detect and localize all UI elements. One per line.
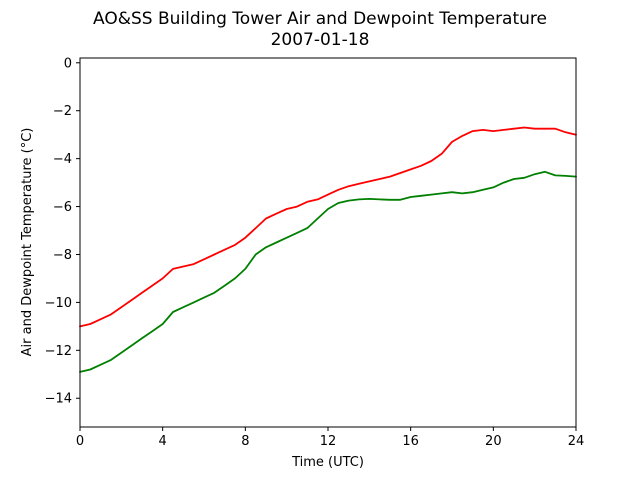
ticks-layer: 0 4 8 12 16 20 24 0 −2 −4 −6 −8 −10 −12 −14 bbox=[45, 56, 585, 449]
plot-frame bbox=[79, 57, 577, 428]
y-tick-label: −8 bbox=[53, 248, 72, 263]
x-axis-label: Time (UTC) bbox=[291, 455, 364, 470]
x-tick-label: 12 bbox=[320, 434, 337, 449]
chart-title: AO&SS Building Tower Air and Dewpoint Te… bbox=[93, 9, 547, 29]
x-tick-label: 20 bbox=[485, 434, 502, 449]
series-line-1 bbox=[79, 126, 577, 328]
x-tick-label: 4 bbox=[159, 434, 167, 449]
y-axis-label: Air and Dewpoint Temperature (°C) bbox=[20, 128, 35, 357]
y-tick-label: 0 bbox=[64, 56, 72, 71]
series-line-2 bbox=[79, 170, 577, 373]
y-tick-label: −14 bbox=[45, 392, 72, 407]
x-tick-label: 8 bbox=[241, 434, 249, 449]
x-tick-label: 16 bbox=[402, 434, 419, 449]
y-tick-label: −2 bbox=[53, 104, 72, 119]
y-tick-label: −6 bbox=[53, 200, 72, 215]
y-tick-label: −10 bbox=[45, 296, 72, 311]
x-tick-label: 0 bbox=[76, 434, 84, 449]
x-tick-label: 24 bbox=[568, 434, 585, 449]
y-tick-label: −4 bbox=[53, 152, 72, 167]
y-tick-label: −12 bbox=[45, 344, 72, 359]
chart-subtitle: 2007-01-18 bbox=[271, 30, 370, 50]
series-layer bbox=[79, 126, 577, 373]
